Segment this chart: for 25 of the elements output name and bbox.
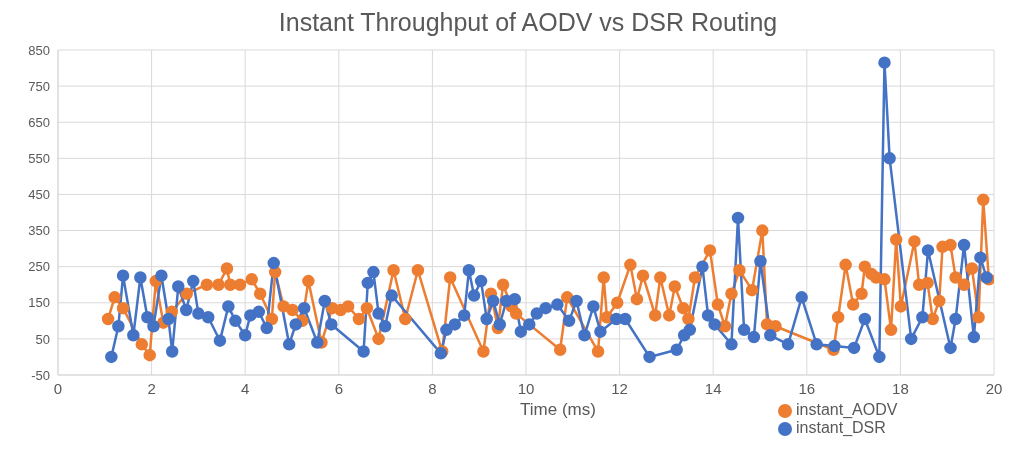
y-tick-label: 450	[28, 187, 50, 203]
y-tick-label: 350	[28, 223, 50, 239]
x-tick-label: 14	[704, 379, 722, 397]
chart-title: Instant Throughput of AODV vs DSR Routing	[277, 8, 779, 38]
y-tick-label: 650	[28, 114, 50, 130]
x-tick-label: 2	[147, 379, 156, 397]
x-tick-label: 8	[428, 379, 437, 397]
y-tick-label: 250	[28, 259, 50, 275]
legend-label: instant_DSR	[796, 419, 886, 436]
x-tick-label: 18	[892, 379, 909, 397]
x-tick-label: 12	[611, 379, 628, 397]
x-tick-label: 20	[985, 379, 1003, 397]
y-tick-label: 750	[28, 78, 50, 94]
x-tick-label: 6	[334, 379, 343, 397]
x-tick-label: 4	[241, 379, 250, 397]
legend-label: instant_AODV	[796, 401, 898, 418]
x-tick-label: 0	[53, 379, 63, 397]
y-tick-label: -50	[31, 367, 50, 383]
y-tick-label: 50	[35, 331, 50, 347]
x-tick-label: 16	[798, 379, 816, 397]
y-tick-label: 150	[28, 295, 50, 311]
y-tick-label: 550	[28, 150, 50, 166]
x-axis-title: Time (ms)	[520, 400, 596, 419]
y-tick-label: 850	[28, 42, 50, 58]
x-tick-label: 10	[517, 379, 535, 397]
